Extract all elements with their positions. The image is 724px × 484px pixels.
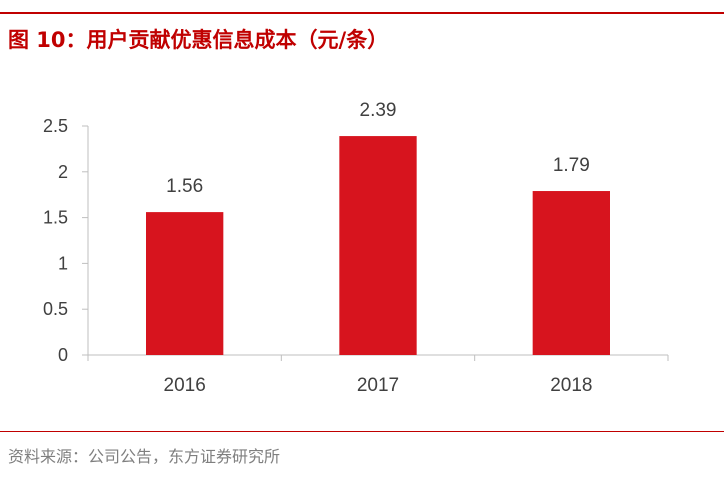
figure-title: 用户贡献优惠信息成本（元/条） [86, 28, 389, 52]
figure-label: 图 10： [8, 28, 87, 52]
y-tick-label: 0 [58, 345, 68, 365]
y-tick-label: 2 [58, 162, 68, 182]
header-rule [0, 12, 724, 14]
x-tick-label-2016: 2016 [164, 375, 206, 396]
bar-2017 [339, 136, 417, 355]
source-note: 资料来源：公司公告，东方证券研究所 [8, 447, 281, 466]
bar-2018 [532, 191, 610, 355]
bar-2016 [146, 212, 224, 355]
y-tick-label: 1.5 [43, 208, 68, 228]
x-tick-label-2018: 2018 [550, 375, 592, 396]
chart-title: 图 10：用户贡献优惠信息成本（元/条） [8, 24, 388, 54]
data-label-2017: 2.39 [360, 100, 397, 121]
x-tick-label-2017: 2017 [357, 375, 399, 396]
y-tick-label: 1 [58, 253, 68, 273]
footer-rule [0, 431, 724, 432]
y-tick-label: 0.5 [43, 299, 68, 319]
y-tick-label: 2.5 [43, 116, 68, 136]
bar-chart: 0 0.5 1 1.5 2 2.5 1.56 2016 2.39 2017 1.79 2018 [43, 100, 669, 396]
data-label-2018: 1.79 [553, 155, 590, 176]
data-label-2016: 1.56 [166, 176, 203, 197]
